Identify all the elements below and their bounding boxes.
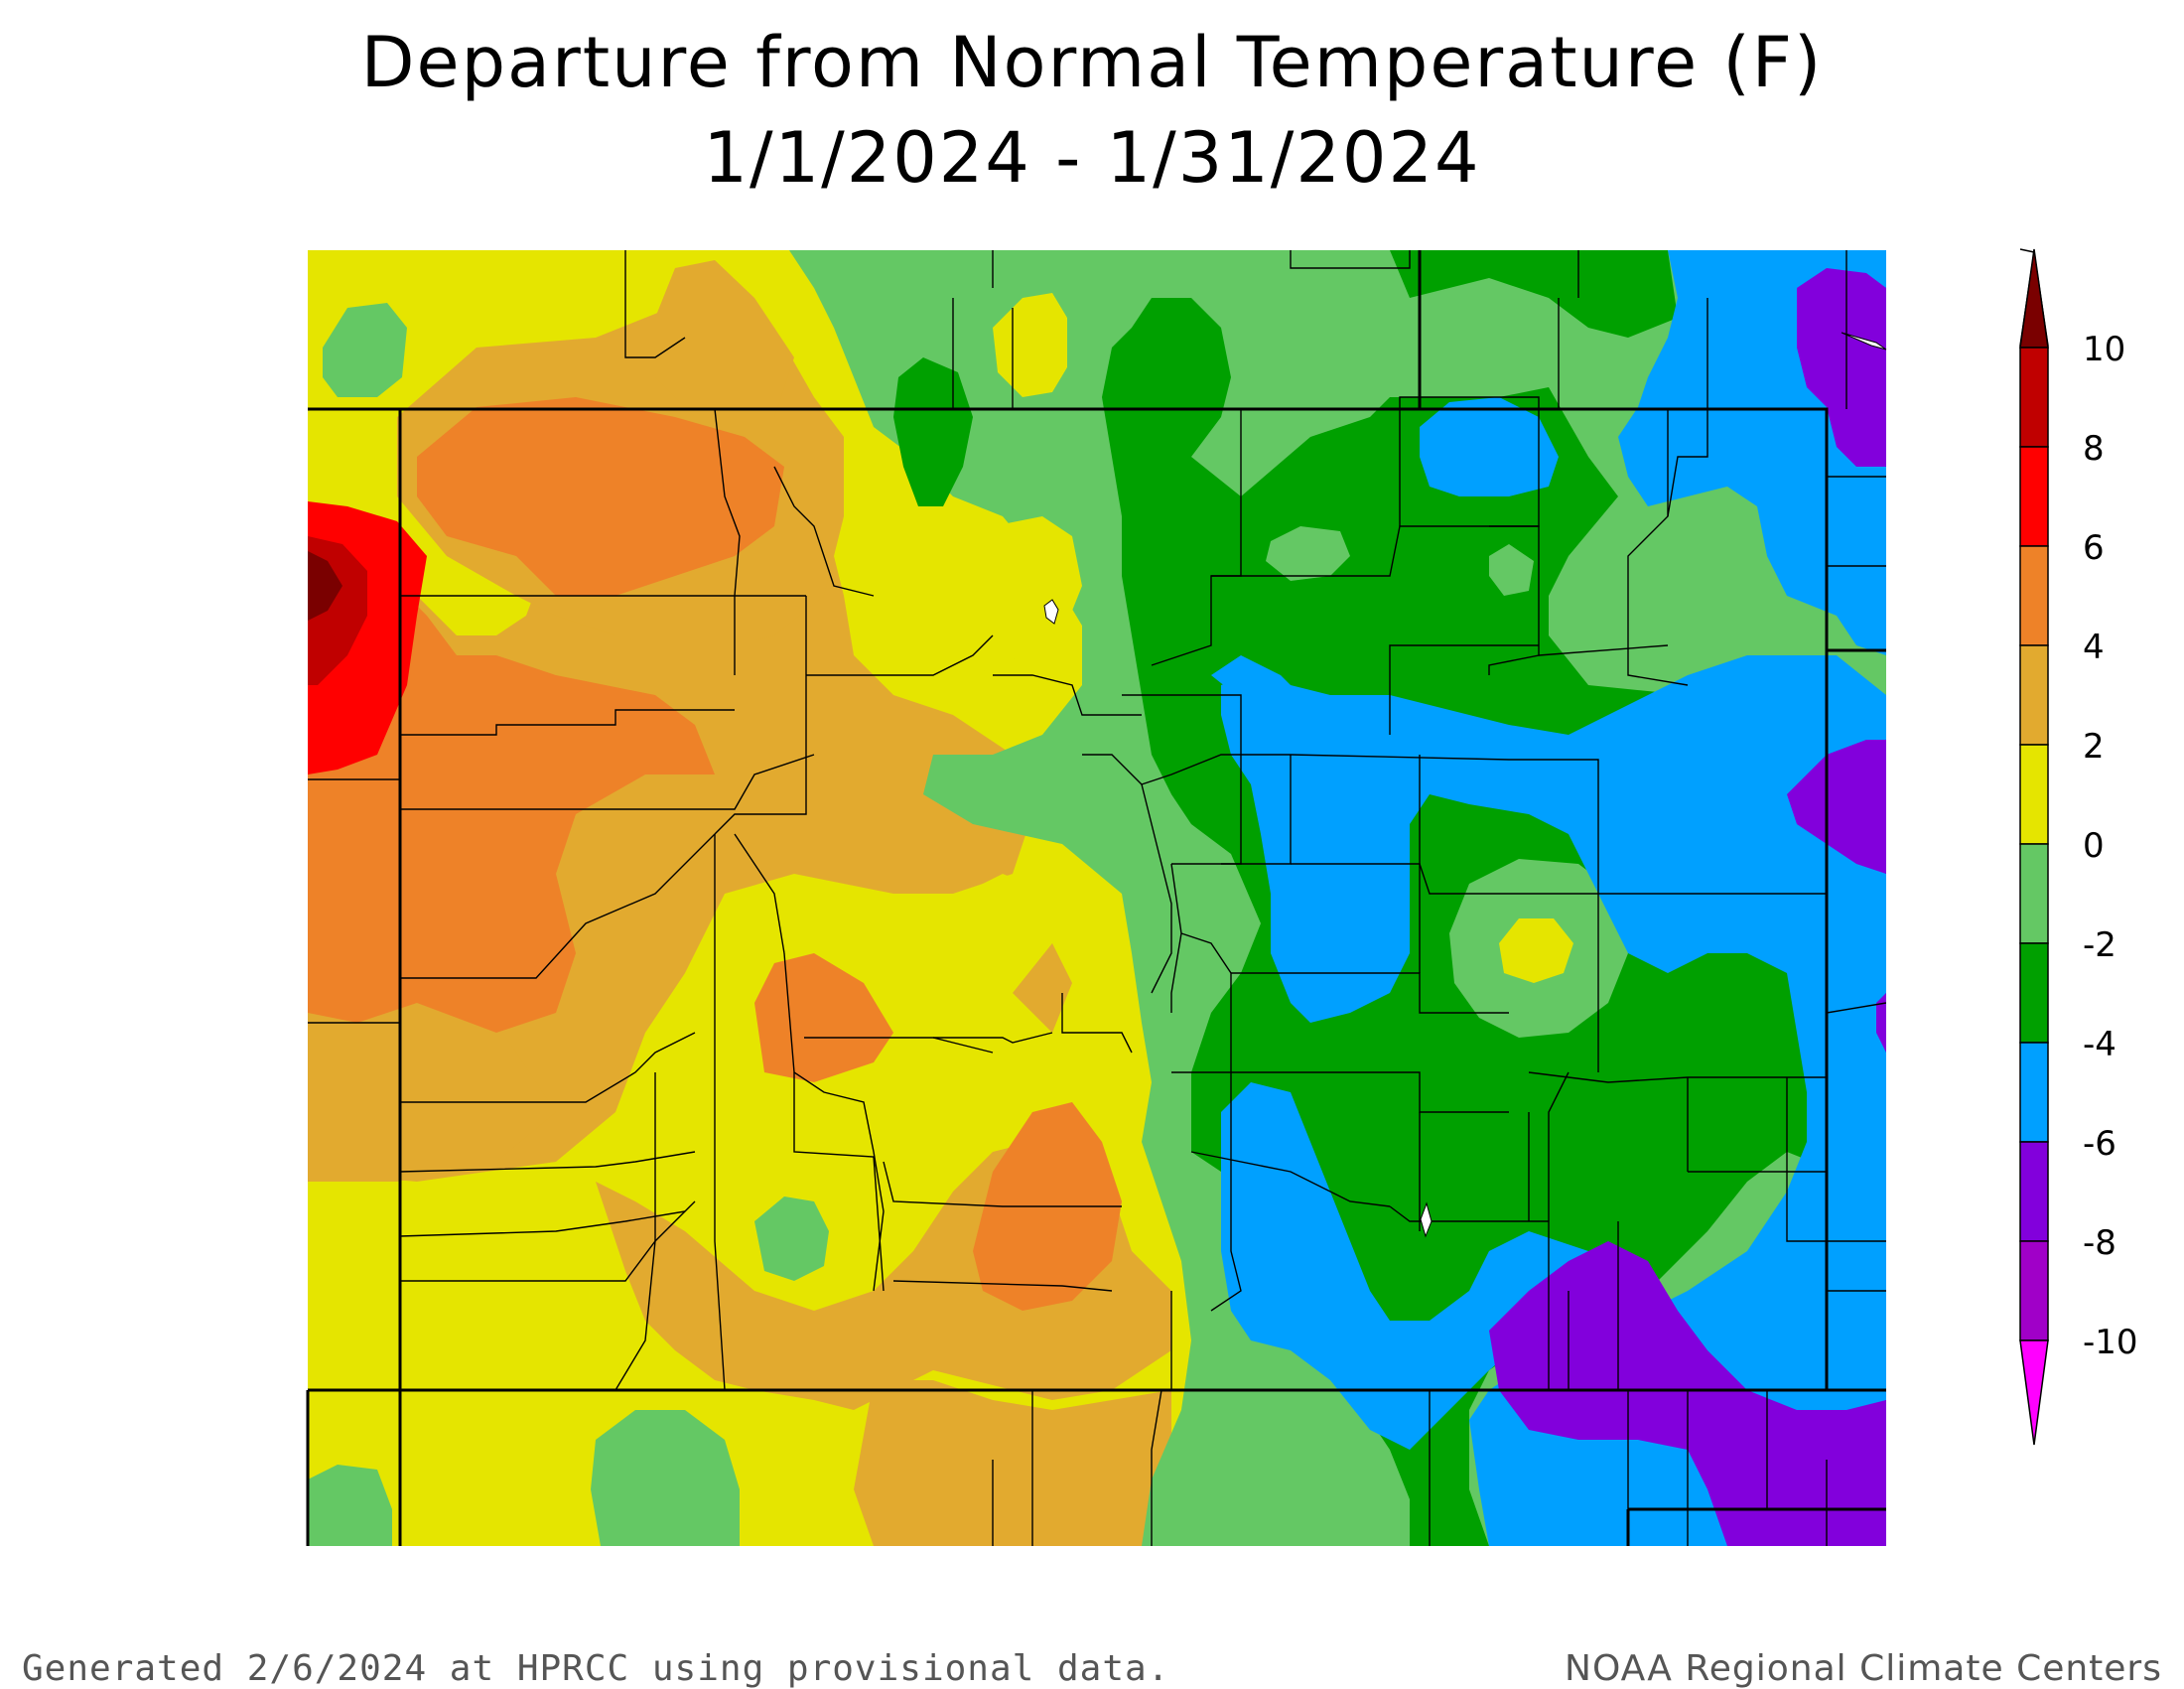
contour-neg8-to-neg6	[1797, 268, 1886, 467]
contour-4-to-6	[417, 397, 784, 596]
contour-neg2-to-0	[1266, 526, 1350, 581]
contour-4-to-6	[308, 556, 715, 1033]
source-credit: NOAA Regional Climate Centers	[1565, 1648, 2162, 1689]
contour-neg2-to-0	[323, 303, 407, 397]
legend-tick-label: 8	[2083, 429, 2105, 469]
contour-neg2-to-0	[1489, 544, 1534, 596]
contour-neg4-to-neg2	[1390, 250, 1678, 338]
legend-bin-neg6-to-neg4	[2019, 1042, 2049, 1143]
legend-bin-neg4-to-neg2	[2019, 942, 2049, 1044]
legend-tick-label: -6	[2083, 1124, 2116, 1164]
lake-shape	[1420, 1201, 1433, 1238]
legend-tick-label: -10	[2083, 1323, 2138, 1362]
contour-0-to-2	[903, 516, 1082, 675]
contour-neg2-to-0	[754, 1196, 829, 1281]
contour-neg2-to-0	[591, 1410, 740, 1546]
legend-tick-label: 2	[2083, 727, 2105, 767]
contour-neg8-to-neg6	[1876, 993, 1886, 1053]
legend-bin-lt-neg10-tip	[2019, 1339, 2049, 1446]
legend-bin-gt-10-tip	[2019, 248, 2049, 349]
legend-tick-label: -4	[2083, 1025, 2116, 1064]
legend-colorbar	[2019, 248, 2049, 1446]
legend-bin-6-to-8	[2019, 446, 2049, 547]
lake-shape	[1841, 332, 1887, 351]
contour-neg2-to-0	[308, 1465, 392, 1546]
contour-0-to-2	[1499, 918, 1573, 983]
legend-bin-4-to-6	[2019, 545, 2049, 646]
map-title: Departure from Normal Temperature (F)	[360, 22, 1824, 103]
legend-tick-label: 4	[2083, 628, 2105, 667]
generated-note: Generated 2/6/2024 at HPRCC using provis…	[22, 1648, 1170, 1689]
contour-2-to-4	[1013, 943, 1072, 1033]
legend-bin-8-to-10	[2019, 347, 2049, 448]
legend-tick-label: 0	[2083, 826, 2105, 866]
contour-fill-layer	[308, 250, 1886, 1546]
legend-bin-2-to-4	[2019, 644, 2049, 746]
legend-tick-label: 10	[2083, 330, 2126, 369]
legend-bin-neg8-to-neg6	[2019, 1141, 2049, 1242]
contour-4-to-6	[754, 953, 893, 1082]
map-date-range: 1/1/2024 - 1/31/2024	[703, 117, 1481, 199]
contour-2-to-4	[854, 1380, 1171, 1546]
legend-bin-neg10-to-neg8	[2019, 1240, 2049, 1341]
contour-neg6-to-neg4	[1420, 397, 1559, 496]
legend-bin-0-to-2	[2019, 744, 2049, 845]
legend-tick-label: 6	[2083, 528, 2105, 568]
state-boundaries	[306, 250, 1886, 1546]
legend-tick-label: -2	[2083, 925, 2116, 965]
contour-neg8-to-neg6	[1787, 740, 1886, 874]
contour-0-to-2	[1052, 953, 1122, 1082]
contour-gt-10	[308, 551, 342, 621]
contour-neg6-to-neg4	[1211, 655, 1300, 715]
contour-neg6-to-neg4	[1221, 655, 1886, 1546]
contour-0-to-2	[993, 293, 1067, 397]
lake-shape	[1043, 599, 1059, 625]
legend-bin-neg2-to-0	[2019, 843, 2049, 944]
legend-tick-label: -8	[2083, 1223, 2116, 1263]
contour-2-to-4	[655, 260, 794, 417]
